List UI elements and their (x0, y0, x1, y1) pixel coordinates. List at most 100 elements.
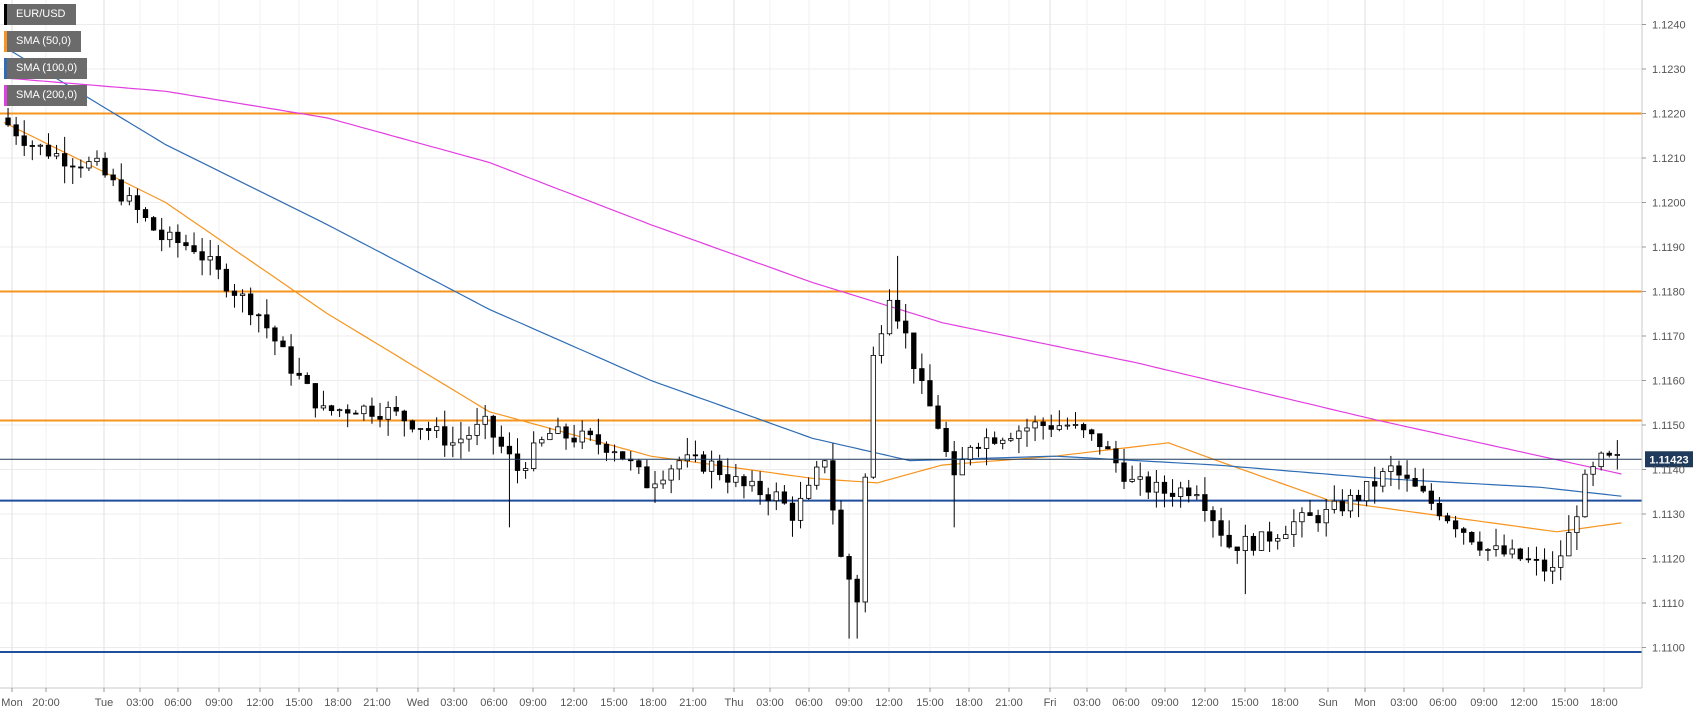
y-tick-label: 1.1230 (1652, 64, 1686, 76)
candle-body (531, 442, 537, 469)
candle (1372, 466, 1378, 504)
candle-body (1614, 454, 1620, 456)
candle-body (336, 409, 343, 412)
candle-body (652, 483, 658, 489)
candle (1194, 485, 1200, 500)
candle (547, 427, 553, 441)
candle-body (1541, 559, 1548, 572)
candle (1558, 540, 1564, 581)
candle (1266, 521, 1273, 552)
candle (652, 470, 658, 503)
candle (118, 163, 124, 206)
candle (86, 156, 92, 172)
candle-body (1145, 476, 1151, 493)
candle-body (773, 491, 779, 502)
candle-body (442, 426, 448, 446)
legend-item[interactable]: SMA (50,0) (4, 31, 87, 52)
candle-body (1024, 427, 1030, 432)
candle-body (1396, 465, 1402, 476)
candle (1113, 440, 1119, 473)
candle-body (433, 426, 440, 431)
candle-body (328, 405, 335, 412)
candle (1186, 479, 1192, 503)
candle (846, 553, 852, 639)
candle (1016, 425, 1022, 454)
candle-body (1307, 512, 1313, 516)
candle (1541, 548, 1548, 582)
x-tick-label: 15:00 (285, 697, 313, 709)
candle (442, 410, 448, 457)
candle (159, 217, 165, 252)
candle-body (86, 161, 92, 169)
candle (482, 404, 488, 440)
y-tick-label: 1.1170 (1652, 331, 1685, 343)
candle-body (587, 430, 593, 436)
candle-body (1582, 473, 1588, 518)
legend-swatch (4, 58, 7, 79)
candle-body (1566, 532, 1572, 557)
candle (1509, 539, 1515, 559)
candle-body (296, 372, 302, 376)
candle (943, 421, 949, 457)
candle (1000, 437, 1006, 450)
candle-body (450, 442, 456, 446)
candle-body (1210, 510, 1216, 522)
candle-body (110, 174, 116, 181)
candle (1177, 481, 1184, 508)
candle (903, 303, 909, 349)
candle-body (547, 433, 553, 441)
candle-body (1008, 438, 1014, 441)
candle (53, 144, 60, 160)
candle (733, 463, 739, 488)
horizontal-levels (0, 112, 1642, 653)
sma-line (3, 77, 1622, 475)
candle (21, 120, 27, 156)
candle-body (975, 446, 982, 449)
legend-item[interactable]: SMA (100,0) (4, 58, 88, 79)
candle-body (1363, 481, 1370, 502)
x-tick-label: 03:00 (126, 697, 154, 709)
candle (644, 459, 650, 489)
candle-body (256, 314, 262, 317)
candle (458, 421, 464, 459)
candle-body (789, 502, 796, 521)
x-tick-label: 09:00 (835, 697, 863, 709)
legend-item[interactable]: SMA (200,0) (4, 85, 88, 106)
candle (773, 482, 779, 511)
candle (1202, 477, 1208, 522)
candle (1388, 455, 1394, 487)
candle-body (838, 509, 844, 557)
candle (466, 426, 472, 452)
candle (805, 477, 812, 500)
candle-body (1016, 430, 1022, 439)
candle (183, 234, 189, 251)
candle-body (1388, 465, 1394, 472)
candle-body (983, 437, 990, 449)
candle (288, 334, 294, 386)
candle (474, 408, 480, 446)
candle-body (595, 434, 602, 445)
candle-body (781, 491, 788, 504)
candle-body (167, 231, 173, 241)
candle-body (78, 166, 84, 169)
candle (676, 456, 682, 481)
candle-body (967, 446, 974, 460)
candle-body (854, 578, 860, 603)
candle-body (183, 242, 189, 247)
candle (870, 346, 876, 479)
candle (991, 431, 998, 445)
x-tick-label: 15:00 (1231, 697, 1259, 709)
candle-body (1218, 520, 1224, 536)
candle-body (1315, 515, 1321, 524)
candle (1169, 479, 1176, 507)
candle (1412, 467, 1418, 487)
candle-body (886, 299, 893, 335)
candle-body (312, 383, 319, 409)
candle-body (563, 426, 569, 439)
candle (741, 474, 747, 499)
candle (1218, 507, 1224, 547)
x-tick-label: 15:00 (600, 697, 628, 709)
legend-item[interactable]: EUR/USD (4, 4, 87, 25)
legend-swatch (4, 85, 7, 106)
candle-body (1525, 558, 1532, 561)
